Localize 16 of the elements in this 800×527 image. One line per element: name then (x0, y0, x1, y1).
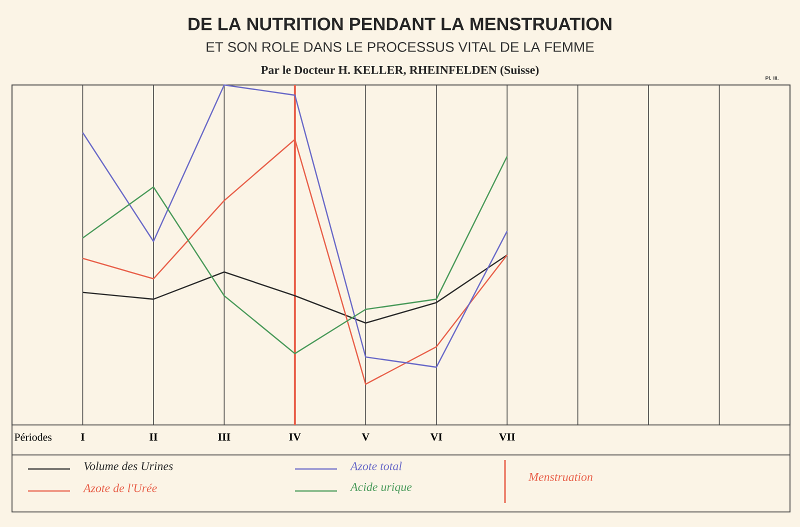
x-tick-label: II (150, 433, 158, 441)
chart-title: DE LA NUTRITION PENDANT LA MENSTRUATION (188, 18, 612, 30)
x-tick-label: VII (499, 433, 515, 441)
text: Par le Docteur H. KELLER, RHEINFELDEN (Suisse) (261, 66, 539, 76)
x-tick-label: V (362, 433, 370, 441)
legend-label: Acide urique (350, 482, 412, 494)
x-axis-title: Périodes (14, 433, 52, 441)
x-tick-label: I (80, 433, 84, 441)
x-tick-label: VI (430, 433, 442, 441)
legend-label: Azote total (350, 462, 402, 470)
chart-subtitle: ET SON ROLE DANS LE PROCESSUS VITAL DE LA FEMME (206, 42, 594, 52)
legend-label: Volume des Urines (84, 462, 173, 470)
ref-line-label: Menstruation (528, 472, 592, 482)
x-tick-label: III (218, 433, 230, 441)
legend-label: Azote de l'Urée (82, 484, 157, 492)
x-tick-label: IV (289, 433, 301, 441)
